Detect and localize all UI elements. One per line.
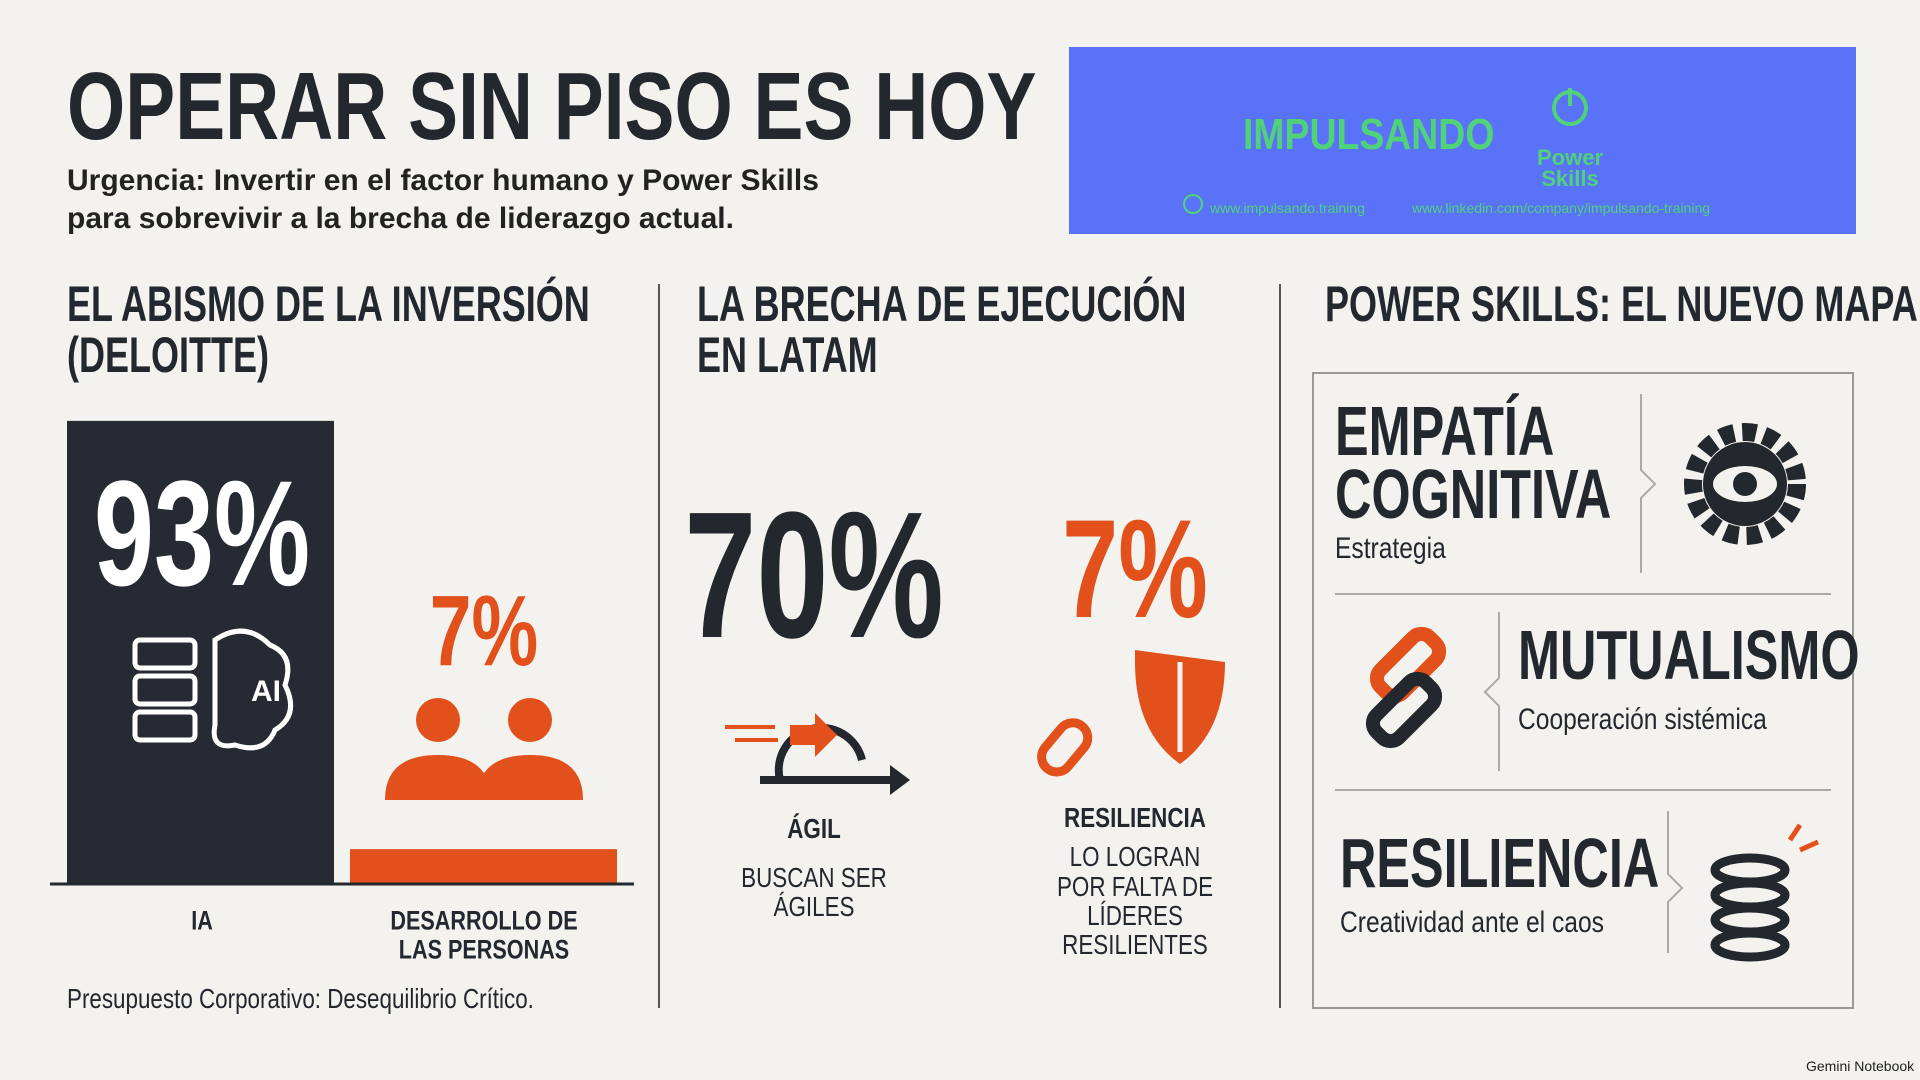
coil-icon bbox=[1710, 823, 1820, 962]
bar bbox=[350, 849, 617, 884]
resilience-icon bbox=[1037, 650, 1225, 777]
category-label: DESARROLLO DE bbox=[390, 905, 578, 936]
skill-name: MUTUALISMO bbox=[1518, 616, 1860, 694]
skills-box bbox=[1312, 372, 1854, 1009]
footer: Gemini Notebook bbox=[1806, 1058, 1915, 1074]
agile-icon bbox=[725, 713, 910, 795]
subtitle: Urgencia: Invertir en el factor humano y… bbox=[67, 164, 819, 197]
skill-name: EMPATÍA bbox=[1335, 392, 1555, 470]
section-heading: LA BRECHA DE EJECUCIÓN bbox=[697, 276, 1187, 332]
icon-text: AI bbox=[251, 675, 281, 708]
eye-gear-icon bbox=[1684, 423, 1806, 545]
stat-label: ÁGIL bbox=[787, 813, 841, 844]
stat-caption: POR FALTA DE bbox=[1056, 871, 1214, 902]
stat-value: 7% bbox=[1062, 490, 1208, 647]
section-heading: (DELOITTE) bbox=[67, 327, 269, 383]
section-heading: EN LATAM bbox=[697, 327, 878, 383]
value-label: 7% bbox=[429, 575, 539, 687]
logo-product: Power bbox=[1536, 145, 1604, 170]
logo-product: Skills bbox=[1541, 166, 1599, 191]
stat-caption: LÍDERES bbox=[1087, 900, 1183, 931]
category-label: IA bbox=[191, 905, 213, 936]
link-icon bbox=[1365, 626, 1447, 749]
bar bbox=[67, 420, 334, 884]
logo-brand: IMPULSANDO bbox=[1243, 110, 1495, 159]
logo-box bbox=[1069, 47, 1856, 234]
value-label: 93% bbox=[93, 449, 311, 617]
ai-icon bbox=[132, 628, 294, 751]
category-label: LAS PERSONAS bbox=[398, 934, 570, 965]
section-heading: POWER SKILLS: EL NUEVO MAPA bbox=[1325, 276, 1918, 332]
logo-link[interactable]: www.linkedin.com/company/impulsando-trai… bbox=[1412, 200, 1711, 216]
globe-icon bbox=[1183, 194, 1203, 214]
separator bbox=[1483, 612, 1500, 771]
stat-caption: BUSCAN SER bbox=[741, 862, 887, 893]
people-icon bbox=[385, 698, 583, 800]
title: OPERAR SIN PISO ES HOY bbox=[67, 53, 1037, 160]
skill-desc: Creatividad ante el caos bbox=[1340, 906, 1604, 939]
separator bbox=[1667, 811, 1684, 953]
separator bbox=[1640, 394, 1657, 573]
skill-name: RESILIENCIA bbox=[1340, 824, 1660, 902]
stat-value: 70% bbox=[684, 475, 944, 676]
stat-caption: LO LOGRAN bbox=[1069, 841, 1201, 872]
skill-desc: Estrategia bbox=[1335, 532, 1446, 565]
skill-desc: Cooperación sistémica bbox=[1518, 703, 1767, 736]
section-heading: EL ABISMO DE LA INVERSIÓN bbox=[67, 276, 590, 332]
skill-name: COGNITIVA bbox=[1335, 455, 1612, 533]
stat-caption: ÁGILES bbox=[773, 891, 855, 922]
logo-link[interactable]: www.impulsando.training bbox=[1210, 200, 1365, 216]
stat-caption: RESILIENTES bbox=[1062, 929, 1208, 960]
subtitle: para sobrevivir a la brecha de liderazgo… bbox=[67, 202, 734, 235]
note: Presupuesto Corporativo: Desequilibrio C… bbox=[67, 983, 534, 1014]
stat-label: RESILIENCIA bbox=[1064, 802, 1206, 833]
